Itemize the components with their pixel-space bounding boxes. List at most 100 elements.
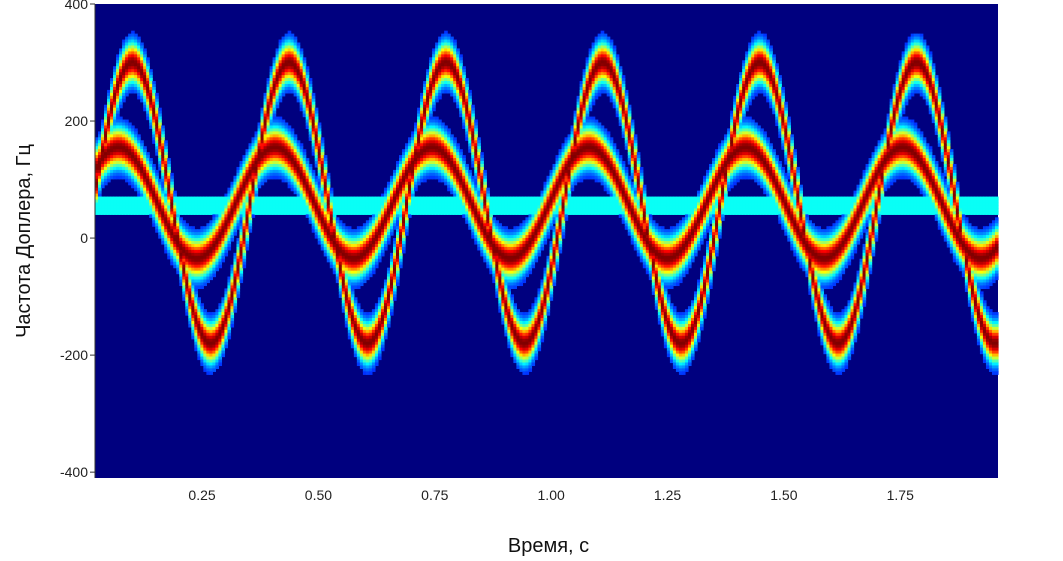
heatmap-cell (221, 341, 226, 346)
heatmap-cell (338, 238, 343, 242)
heatmap-cell (293, 146, 298, 150)
heatmap-cell (323, 166, 328, 171)
heatmap-cell (107, 92, 111, 97)
heatmap-cell (173, 238, 177, 242)
heatmap-cell (380, 226, 385, 230)
heatmap-cell (170, 241, 174, 245)
heatmap-cell (155, 107, 159, 112)
heatmap-cell (224, 323, 229, 328)
heatmap-cell (227, 241, 232, 245)
heatmap-cell (179, 267, 183, 272)
heatmap-cell (296, 169, 301, 174)
heatmap-cell (230, 235, 235, 239)
heatmap-cell (206, 320, 210, 325)
heatmap-cell (263, 158, 268, 162)
heatmap-cell (239, 205, 244, 210)
heatmap-cell (191, 306, 195, 310)
heatmap-cell (426, 131, 430, 135)
heatmap-cell (134, 69, 138, 73)
heatmap-cell (134, 181, 138, 186)
heatmap-cell (122, 140, 126, 144)
heatmap-cell (257, 181, 262, 186)
heatmap-cell (215, 335, 220, 340)
heatmap-cell (281, 54, 286, 58)
heatmap-cell (414, 175, 418, 180)
heatmap-cell (299, 155, 304, 159)
heatmap-cell (414, 196, 418, 201)
heatmap-cell (402, 169, 406, 174)
heatmap-cell (383, 312, 388, 316)
heatmap-cell (188, 205, 192, 210)
heatmap-cell (299, 169, 304, 174)
heatmap-cell (405, 220, 409, 224)
heatmap-cell (317, 169, 322, 174)
heatmap-cell (380, 249, 385, 254)
heatmap-cell (230, 187, 235, 192)
heatmap-cell (158, 223, 162, 227)
heatmap-cell (320, 214, 325, 218)
heatmap-cell (359, 356, 364, 361)
heatmap-cell (182, 199, 186, 204)
heatmap-cell (131, 161, 135, 165)
heatmap-cell (143, 101, 147, 106)
heatmap-cell (236, 249, 241, 254)
heatmap-cell (209, 320, 213, 325)
heatmap-cell (389, 285, 394, 289)
heatmap-cell (158, 181, 162, 186)
heatmap-cell (290, 158, 295, 162)
heatmap-cell (236, 270, 241, 275)
heatmap-cell (278, 89, 283, 94)
heatmap-cell (251, 190, 256, 195)
heatmap-cell (269, 175, 274, 180)
heatmap-cell (392, 241, 397, 245)
heatmap-cell (311, 172, 316, 177)
heatmap-cell (287, 54, 292, 58)
heatmap-cell (275, 161, 280, 165)
heatmap-cell (314, 178, 319, 183)
heatmap-cell (356, 279, 361, 284)
heatmap-cell (405, 196, 409, 201)
heatmap-cell (146, 190, 150, 195)
heatmap-cell (140, 69, 144, 73)
heatmap-cell (377, 217, 382, 221)
heatmap-cell (350, 211, 355, 215)
heatmap-cell (194, 276, 198, 281)
heatmap-cell (107, 128, 111, 132)
heatmap-cell (293, 39, 298, 44)
heatmap-cell (365, 332, 370, 337)
heatmap-cell (278, 143, 283, 147)
heatmap-cell (347, 205, 352, 210)
heatmap-cell (371, 341, 376, 346)
heatmap-cell (392, 291, 397, 295)
heatmap-cell (350, 229, 355, 233)
heatmap-cell (230, 229, 235, 233)
heatmap-cell (326, 190, 331, 195)
heatmap-cell (215, 312, 220, 316)
heatmap-cell (215, 329, 220, 334)
heatmap-cell (149, 89, 153, 94)
heatmap-cell (209, 356, 213, 361)
heatmap-cell (368, 329, 373, 334)
heatmap-cell (233, 187, 238, 192)
heatmap-cell (125, 48, 129, 52)
heatmap-cell (287, 63, 292, 67)
heatmap-cell (236, 241, 241, 245)
heatmap-cell (182, 252, 186, 257)
heatmap-cell (263, 202, 268, 207)
heatmap-cell (227, 190, 232, 195)
heatmap-cell (347, 297, 352, 301)
heatmap-cell (170, 199, 174, 204)
heatmap-cell (158, 143, 162, 147)
heatmap-cell (296, 196, 301, 201)
heatmap-cell (134, 89, 138, 94)
heatmap-cell (200, 356, 204, 361)
heatmap-cell (341, 199, 346, 204)
heatmap-cell (164, 229, 168, 233)
heatmap-cell (293, 69, 298, 73)
heatmap-cell (254, 155, 259, 159)
heatmap-cell (206, 258, 210, 263)
heatmap-cell (293, 89, 298, 94)
heatmap-cell (149, 175, 153, 180)
heatmap-cell (176, 246, 180, 251)
heatmap-cell (293, 75, 298, 79)
